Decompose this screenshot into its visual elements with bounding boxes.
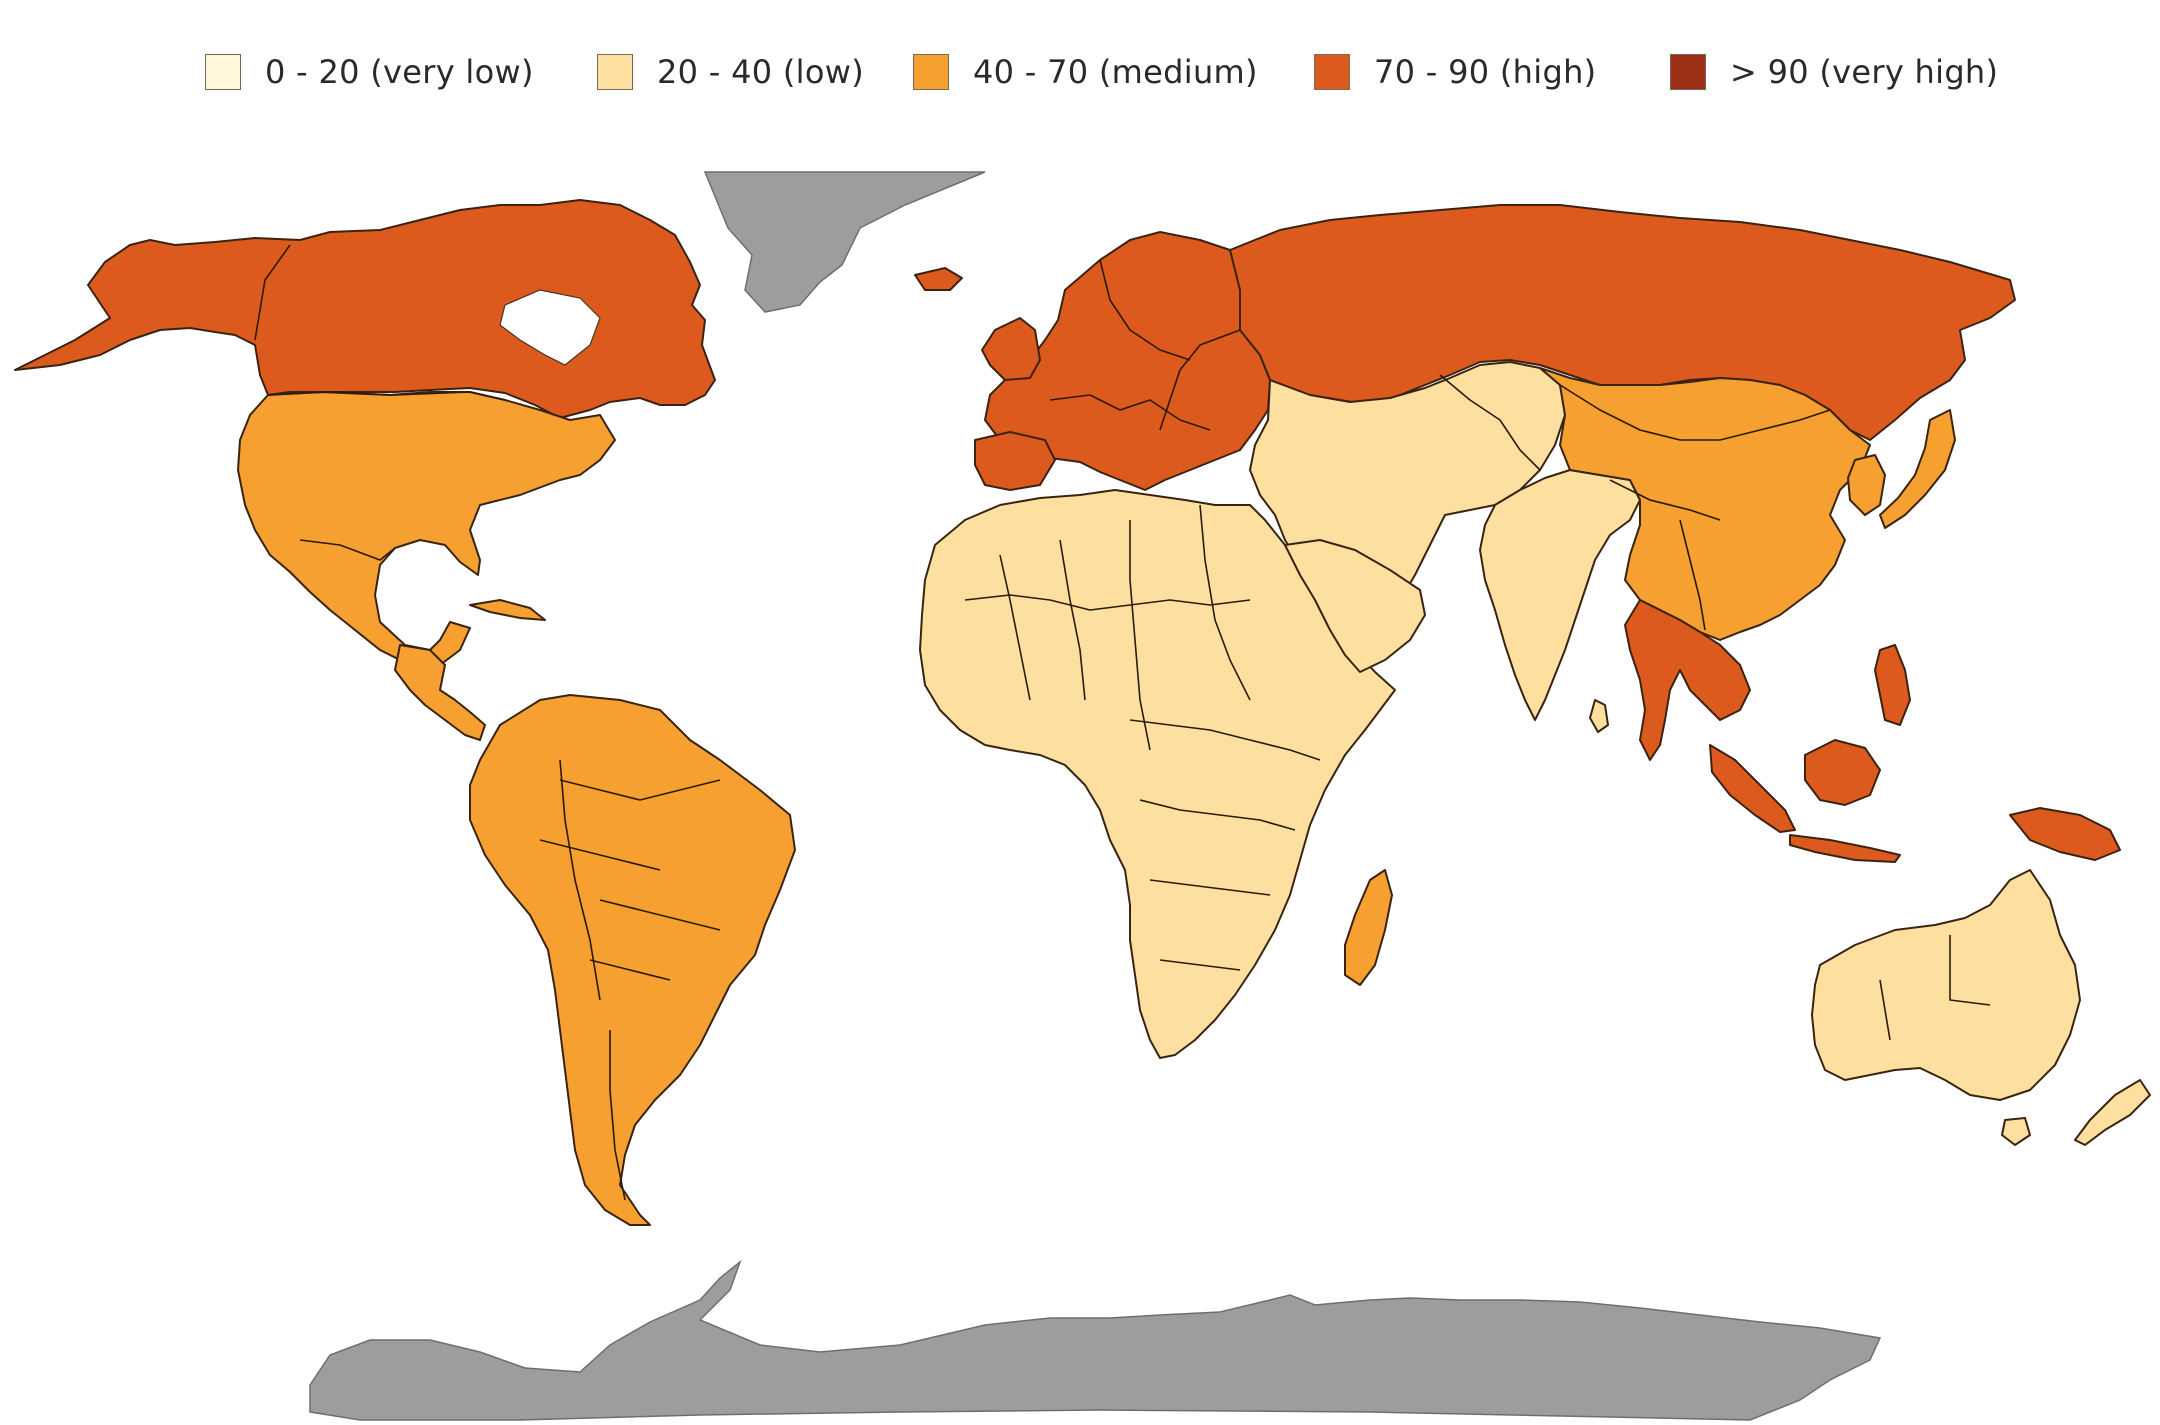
iceland xyxy=(914,267,963,291)
africa xyxy=(919,489,1396,1059)
madagascar xyxy=(1344,869,1393,986)
antarctica xyxy=(309,1259,1882,1421)
legend-label-medium: 40 - 70 (medium) xyxy=(973,53,1258,91)
legend-item-high: 70 - 90 (high) xyxy=(1314,42,1596,102)
uk-ireland xyxy=(981,317,1041,381)
java xyxy=(1789,834,1901,863)
southeast-asia xyxy=(1624,599,1751,761)
legend-swatch-high xyxy=(1314,54,1350,90)
legend-swatch-very-low xyxy=(205,54,241,90)
legend-label-very-low: 0 - 20 (very low) xyxy=(265,53,534,91)
country-borders xyxy=(254,244,1991,1201)
north-america-north xyxy=(14,199,716,419)
greenland xyxy=(703,171,986,313)
borneo xyxy=(1804,739,1881,806)
australia xyxy=(1811,869,2081,1101)
legend-swatch-very-high xyxy=(1670,54,1706,90)
world-map xyxy=(14,171,2151,1421)
map-legend: 0 - 20 (very low) 20 - 40 (low) 40 - 70 … xyxy=(0,42,2160,102)
east-asia xyxy=(1539,367,1871,641)
hudson-bay xyxy=(499,289,601,366)
legend-label-low: 20 - 40 (low) xyxy=(657,53,865,91)
legend-item-medium: 40 - 70 (medium) xyxy=(913,42,1258,102)
iberia xyxy=(974,431,1056,491)
sumatra xyxy=(1709,744,1796,833)
new-guinea xyxy=(2009,807,2121,861)
legend-item-very-high: > 90 (very high) xyxy=(1670,42,1998,102)
cuba xyxy=(469,599,546,621)
central-america xyxy=(394,644,486,741)
south-asia xyxy=(1479,469,1641,721)
sri-lanka xyxy=(1589,699,1609,733)
new-zealand xyxy=(2074,1079,2151,1146)
legend-swatch-medium xyxy=(913,54,949,90)
south-america xyxy=(469,694,796,1226)
tasmania xyxy=(2001,1117,2031,1146)
arabian-peninsula xyxy=(1284,539,1426,673)
legend-label-high: 70 - 90 (high) xyxy=(1374,53,1597,91)
legend-swatch-low xyxy=(597,54,633,90)
north-america-south xyxy=(237,391,616,666)
japan xyxy=(1879,409,1956,529)
legend-item-low: 20 - 40 (low) xyxy=(597,42,864,102)
legend-label-very-high: > 90 (very high) xyxy=(1730,53,1999,91)
philippines xyxy=(1874,644,1911,726)
legend-item-very-low: 0 - 20 (very low) xyxy=(205,42,534,102)
korea xyxy=(1847,454,1886,516)
